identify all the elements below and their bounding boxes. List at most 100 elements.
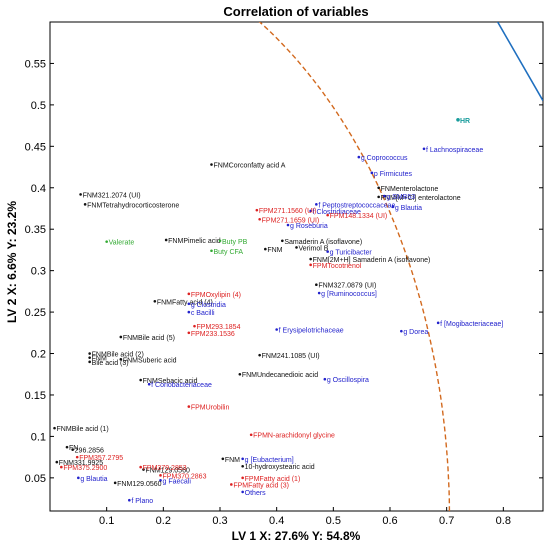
y-axis-ticks: 0.05 0.1 0.15 0.2 0.25 0.3 0.35 0.4 0.45 0.5 0.55 [25,58,543,485]
point-label: FNM[M+Cl] enterolactone [381,195,461,202]
y-tick-label: 0.3 [31,266,46,278]
data-point [53,426,56,430]
point-label: FPMFatty acid (3) [233,482,289,489]
data-point [187,310,191,314]
point-label: g Clostridia [191,302,226,309]
data-points: FNMCorconfatty acid A FNM321.2074 (UI) FNM… [53,118,503,505]
data-point [218,239,222,243]
data-point [79,193,82,196]
point-label: FNM [267,247,282,254]
point-label: FPMTocotrienol [313,263,362,270]
decorations [258,22,543,511]
point-label: FPM271.1659 (UI) [262,217,320,224]
data-point [113,481,117,485]
point-label: 296.2856 [75,448,104,455]
decor-clip-group [258,22,543,511]
data-point [119,335,123,339]
x-axis-ticks: 0.1 0.2 0.3 0.4 0.5 0.6 0.7 0.8 [99,507,511,527]
y-tick-label: 0.5 [31,100,46,112]
x-tick-label: 0.5 [326,515,341,527]
data-point [241,464,244,468]
data-point [370,171,374,175]
y-tick-label: 0.25 [25,307,46,319]
point-label: c Bacilli [191,310,215,317]
plot-area [49,21,544,512]
point-label: FPMOxylipin (4) [191,292,241,299]
point-label: g Faecali [163,478,192,485]
point-label: FNM331.9925 [59,460,103,467]
data-point [241,490,244,494]
plot-border [49,21,544,512]
point-label: f Coriobacteriaceae [151,382,212,389]
point-label: g Dorea [403,329,428,336]
x-tick-label: 0.6 [382,515,397,527]
data-point [436,321,440,325]
x-tick-label: 0.8 [496,515,511,527]
data-point [221,457,225,461]
point-label: f Lachnospiraceae [426,147,483,154]
point-label: Bile acid (3) [92,360,129,367]
data-point [159,474,162,477]
point-label: FN [69,445,78,452]
point-label: FNMPimelic acid [168,238,221,245]
point-label: g Blautia [395,205,422,212]
data-point [71,448,74,451]
y-axis-label: LV 2 X: 6.6% Y: 23.2% [5,201,19,323]
data-point [88,352,91,355]
data-point [241,457,244,461]
data-point [326,213,329,217]
data-point [309,257,312,261]
x-tick-label: 0.4 [269,515,284,527]
data-point [422,147,426,151]
data-point [264,247,267,251]
point-label: FNMSuberic acid [123,357,177,364]
point-label: FNM321.2074 (UI) [83,192,141,199]
data-point [377,195,380,199]
point-label: FNM[2M+H] Samaderin A (isoflavone) [313,257,431,264]
point-label: f Plаno [131,498,153,505]
point-label: g Roseburia [290,223,328,230]
data-point [210,163,213,166]
data-point [258,353,261,357]
point-label: f Clostridiaceae [313,209,361,216]
data-point [187,331,191,335]
data-point [275,328,278,331]
point-label: Samaderin A (isoflavone) [284,239,362,246]
point-label: f Erysipelotrichaceae [279,327,344,334]
point-label: FPM357.2795 [79,455,123,462]
x-tick-label: 0.3 [212,515,227,527]
point-label: HR [460,118,470,125]
point-label: FNM327.0879 (UI) [318,283,376,290]
data-point [88,356,91,359]
data-point [105,240,108,243]
data-point [187,302,191,306]
point-label: FNMBile acid (1) [57,426,109,433]
data-point [241,476,244,480]
point-label: g Turicibacter [330,250,373,257]
point-label: FPM271.1560 (UI) [259,208,317,215]
point-label: g Oscillospira [327,377,369,384]
data-point [153,300,157,303]
data-point [255,208,259,212]
data-point [77,476,80,480]
point-label: Buty CFA [214,249,244,256]
reference-line [496,22,543,102]
data-point [315,283,318,287]
point-label: p Firmicutes [374,171,413,178]
x-axis-label: LV 1 X: 27.6% Y: 54.8% [232,529,361,543]
data-point [147,382,151,386]
y-tick-label: 0.15 [25,390,46,402]
point-label: FNMCorconfatty acid A [214,163,286,170]
data-point [295,246,298,249]
data-point [309,209,312,213]
data-point [286,223,290,227]
data-point [315,203,318,206]
data-point [187,292,191,296]
point-label: FPM293.1854 [197,324,241,331]
data-point [391,205,395,209]
data-point [83,203,87,206]
data-point [309,263,312,267]
data-point [383,194,386,198]
